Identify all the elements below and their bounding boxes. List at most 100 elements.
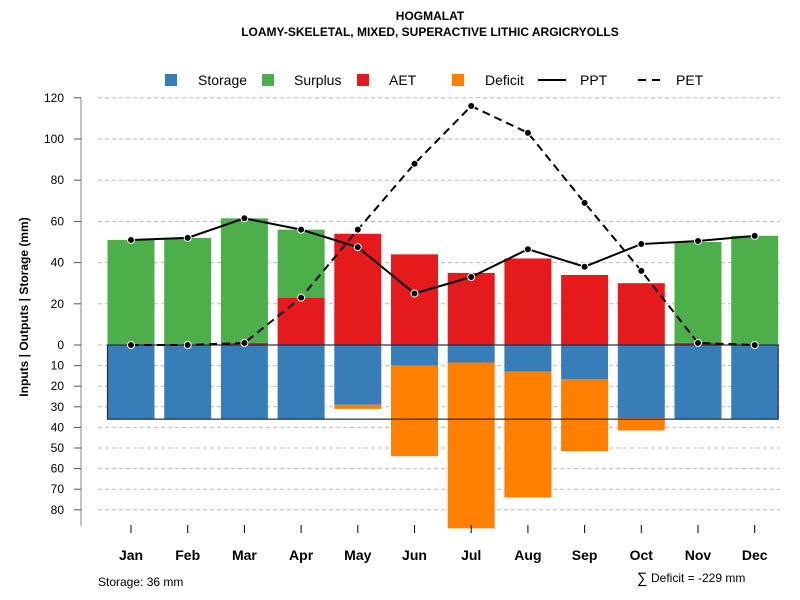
pet-point [240, 338, 249, 347]
surplus-bar [164, 237, 212, 345]
ppt-point [750, 231, 759, 240]
legend-swatch-deficit [452, 74, 464, 86]
pet-point [750, 341, 759, 349]
storage-bar [617, 345, 665, 419]
y-tick-label: 80 [51, 503, 65, 517]
y-axis-label: Inputs | Outputs | Storage (mm) [17, 217, 31, 396]
bars [107, 218, 779, 529]
x-tick-label: Apr [289, 547, 314, 563]
legend-swatch-storage [165, 74, 177, 86]
surplus-bar [277, 229, 325, 298]
y-tick-label: 40 [51, 256, 65, 270]
x-tick-label: Jan [119, 547, 143, 563]
x-tick-label: Oct [630, 547, 654, 563]
pet-point [580, 198, 589, 207]
y-tick-label: 80 [51, 173, 65, 187]
ppt-point [637, 240, 646, 249]
deficit-bar [561, 378, 609, 452]
legend-label-surplus: Surplus [294, 72, 341, 88]
x-tick-label: May [344, 547, 371, 563]
ppt-point [580, 262, 589, 271]
legend-label-storage: Storage [198, 72, 247, 88]
storage-bar [561, 345, 609, 379]
storage-bar [504, 345, 552, 372]
y-tick-label: 60 [51, 214, 65, 228]
pet-point [353, 225, 362, 234]
y-tick-label: 40 [51, 420, 65, 434]
storage-bar [277, 345, 325, 420]
aet-bar [504, 258, 552, 345]
ppt-point [353, 243, 362, 252]
y-tick-label: 50 [51, 441, 65, 455]
storage-bar [391, 345, 438, 366]
storage-bar [674, 345, 722, 420]
y-tick-label: 60 [51, 462, 65, 476]
storage-bar [731, 345, 779, 420]
x-tick-label: Sep [572, 547, 598, 563]
y-tick-label: 20 [51, 297, 65, 311]
x-tick-label: Feb [175, 547, 200, 563]
storage-bar [164, 345, 212, 420]
legend-swatch-surplus [262, 74, 274, 86]
storage-capacity-box [106, 344, 779, 420]
y-tick-label: 120 [44, 91, 64, 105]
legend-label-ppt: PPT [580, 72, 608, 88]
pet-point [467, 102, 476, 111]
lines [127, 102, 759, 349]
y-tick-label: 0 [57, 338, 64, 352]
ppt-point [240, 214, 249, 223]
x-tick-label: Jul [461, 547, 481, 563]
y-axis: 0 20 40 60 80 100 120 10 20 30 40 50 60 70 80 [44, 91, 82, 527]
aet-bar [447, 272, 495, 345]
y-tick-label: 70 [51, 482, 65, 496]
storage-bar [447, 345, 495, 363]
deficit-bar [334, 404, 382, 409]
ppt-point [127, 235, 135, 244]
x-axis: Jan Feb Mar Apr May Jun Jul Aug Sep Oct Nov Dec [119, 525, 768, 563]
deficit-bar [504, 371, 552, 498]
pet-point [523, 128, 532, 137]
aet-bar [334, 233, 382, 345]
deficit-sum-symbol: ∑ [637, 570, 648, 587]
legend-swatch-aet [357, 74, 369, 86]
surplus-bar [674, 242, 722, 343]
aet-bar [391, 254, 438, 345]
deficit-bar [617, 418, 665, 431]
aet-bar [277, 297, 325, 345]
pet-point [127, 341, 135, 349]
ppt-point [297, 225, 306, 234]
pet-point [637, 266, 646, 275]
x-tick-label: Nov [685, 547, 712, 563]
y-tick-label: 30 [51, 400, 65, 414]
x-tick-label: Jun [402, 547, 427, 563]
ppt-point [410, 289, 419, 298]
surplus-bar [107, 239, 155, 345]
storage-note: Storage: 36 mm [98, 575, 183, 589]
ppt-point [694, 236, 702, 245]
ppt-line [130, 217, 755, 295]
storage-capacity-outline [106, 344, 779, 420]
surplus-bar [731, 235, 779, 345]
legend-label-deficit: Deficit [485, 72, 524, 88]
chart-title: HOGMALAT [396, 9, 465, 23]
pet-point [694, 338, 702, 347]
storage-bar [220, 345, 268, 420]
legend-label-pet: PET [676, 72, 704, 88]
ppt-point [467, 273, 476, 282]
surplus-bar [220, 218, 268, 343]
x-tick-label: Dec [742, 547, 768, 563]
y-tick-label: 100 [44, 132, 64, 146]
legend-label-aet: AET [389, 72, 417, 88]
x-tick-label: Mar [232, 547, 257, 563]
aet-bar [561, 274, 609, 345]
deficit-note: Deficit = -229 mm [651, 571, 745, 585]
ppt-point [523, 245, 532, 254]
storage-bar [334, 345, 382, 405]
y-tick-label: 10 [51, 359, 65, 373]
deficit-bar [447, 362, 495, 529]
y-tick-label: 20 [51, 379, 65, 393]
chart-subtitle: LOAMY-SKELETAL, MIXED, SUPERACTIVE LITHI… [241, 25, 619, 39]
ppt-point [183, 233, 192, 242]
pet-point [410, 159, 419, 168]
deficit-bar [391, 365, 438, 457]
